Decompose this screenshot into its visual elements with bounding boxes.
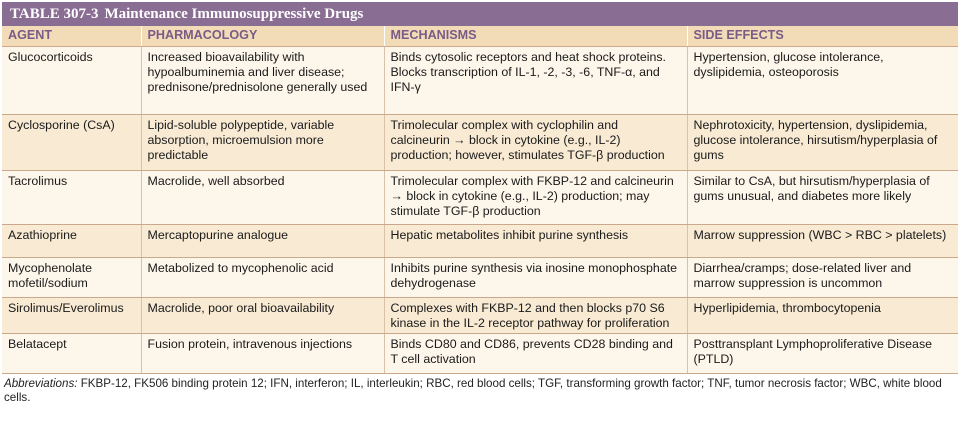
footnote-label: Abbreviations:	[4, 376, 78, 390]
header-pharmacology: PHARMACOLOGY	[140, 26, 384, 47]
table-container: TABLE 307-3 Maintenance Immunosuppressive…	[2, 2, 958, 405]
cell-agent: Sirolimus/Everolimus	[2, 297, 141, 334]
table-row: Sirolimus/Everolimus Macrolide, poor ora…	[2, 297, 958, 334]
header-agent: AGENT	[2, 26, 141, 47]
cell-side-effects: Nephrotoxicity, hypertension, dyslipidem…	[686, 114, 958, 171]
table-title: Maintenance Immunosuppressive Drugs	[104, 6, 364, 22]
cell-agent: Tacrolimus	[2, 170, 141, 225]
cell-pharmacology: Fusion protein, intravenous injections	[140, 333, 384, 374]
cell-agent: Glucocorticoids	[2, 46, 141, 115]
cell-agent: Mycophenolate mofetil/sodium	[2, 257, 141, 298]
cell-side-effects: Hyperlipidemia, thrombocytopenia	[686, 297, 958, 334]
cell-side-effects: Hypertension, glucose intolerance, dysli…	[686, 46, 958, 115]
cell-side-effects: Diarrhea/cramps; dose-related liver and …	[686, 257, 958, 298]
cell-mechanisms: Trimolecular complex with FKBP-12 and ca…	[383, 170, 687, 225]
cell-pharmacology: Mercaptopurine analogue	[140, 224, 384, 258]
cell-mechanisms: Binds CD80 and CD86, prevents CD28 bindi…	[383, 333, 687, 374]
cell-mechanisms: Trimolecular complex with cyclophilin an…	[383, 114, 687, 171]
table-title-bar: TABLE 307-3 Maintenance Immunosuppressive…	[2, 2, 958, 26]
cell-pharmacology: Metabolized to mycophenolic acid	[140, 257, 384, 298]
header-row: AGENT PHARMACOLOGY MECHANISMS SIDE EFFEC…	[2, 26, 958, 47]
cell-mechanisms: Complexes with FKBP-12 and then blocks p…	[383, 297, 687, 334]
table-number: TABLE 307-3	[10, 6, 99, 22]
cell-pharmacology: Macrolide, well absorbed	[140, 170, 384, 225]
abbreviations-footnote: Abbreviations: FKBP-12, FK506 binding pr…	[2, 374, 958, 405]
cell-mechanisms: Hepatic metabolites inhibit purine synth…	[383, 224, 687, 258]
table-row: Glucocorticoids Increased bioavailabilit…	[2, 46, 958, 115]
cell-mechanisms: Inhibits purine synthesis via inosine mo…	[383, 257, 687, 298]
cell-side-effects: Similar to CsA, but hirsutism/hyperplasi…	[686, 170, 958, 225]
table-row: Mycophenolate mofetil/sodium Metabolized…	[2, 257, 958, 298]
cell-pharmacology: Macrolide, poor oral bioavailability	[140, 297, 384, 334]
table-row: Cyclosporine (CsA) Lipid-soluble polypep…	[2, 114, 958, 171]
cell-side-effects: Posttransplant Lymphoproliferative Disea…	[686, 333, 958, 374]
cell-agent: Belatacept	[2, 333, 141, 374]
cell-agent: Cyclosporine (CsA)	[2, 114, 141, 171]
cell-pharmacology: Increased bioavailability with hypoalbum…	[140, 46, 384, 115]
header-side-effects: SIDE EFFECTS	[686, 26, 958, 47]
cell-pharmacology: Lipid-soluble polypeptide, variable abso…	[140, 114, 384, 171]
table-row: Azathioprine Mercaptopurine analogue Hep…	[2, 224, 958, 258]
cell-mechanisms: Binds cytosolic receptors and heat shock…	[383, 46, 687, 115]
footnote-text: FKBP-12, FK506 binding protein 12; IFN, …	[4, 376, 942, 404]
drug-table: AGENT PHARMACOLOGY MECHANISMS SIDE EFFEC…	[2, 26, 958, 374]
header-mechanisms: MECHANISMS	[383, 26, 687, 47]
table-row: Belatacept Fusion protein, intravenous i…	[2, 333, 958, 374]
table-row: Tacrolimus Macrolide, well absorbed Trim…	[2, 170, 958, 225]
cell-agent: Azathioprine	[2, 224, 141, 258]
cell-side-effects: Marrow suppression (WBC > RBC > platelet…	[686, 224, 958, 258]
